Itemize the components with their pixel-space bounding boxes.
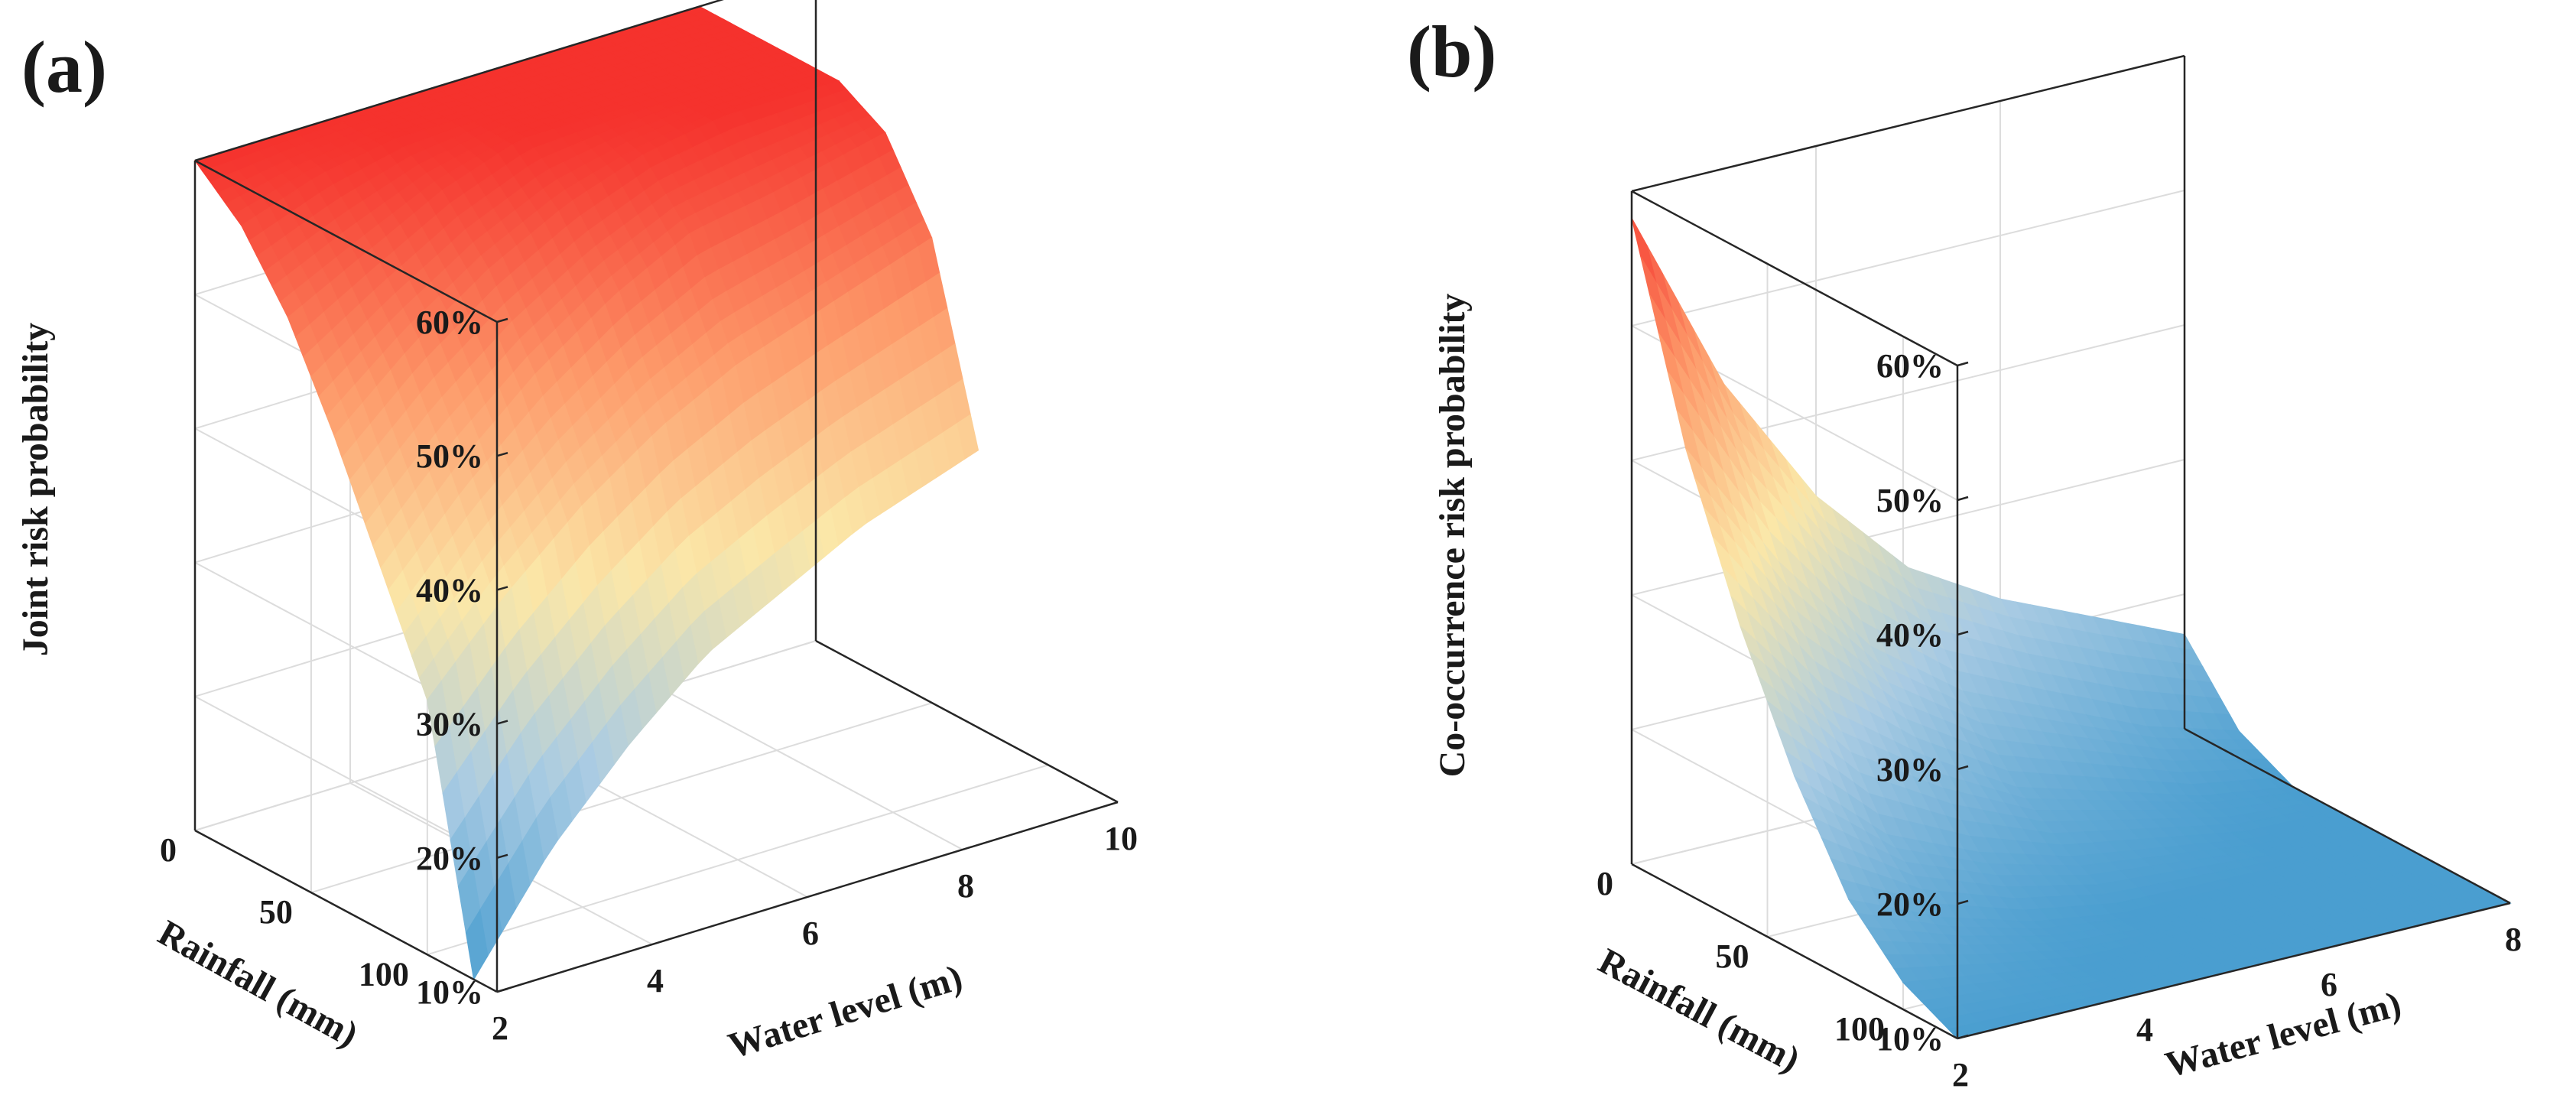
gridline-back-z — [1631, 190, 2185, 327]
z-tick-mark — [1957, 361, 1969, 367]
z-tick-label: 50% — [416, 437, 483, 475]
chart-a-y-axis-label: Rainfall (mm) — [151, 912, 365, 1055]
axis-frame-edge — [194, 159, 498, 323]
z-tick-mark — [1957, 765, 1969, 771]
chart-b-x-axis-label: Water level (m) — [2161, 983, 2405, 1085]
axis-frame-edge — [1631, 863, 1958, 1040]
x-tick-label: 8 — [957, 867, 974, 905]
y-tick-label: 50 — [1716, 938, 1749, 975]
z-tick-mark — [1957, 496, 1969, 502]
surface-patch — [465, 908, 489, 981]
z-tick-mark — [496, 720, 508, 725]
z-tick-label: 50% — [1876, 482, 1944, 519]
axis-frame-edge — [1631, 190, 1958, 367]
chart-b-z-axis-label: Co-occurrence risk probability — [1432, 294, 1473, 778]
chart-a-x-axis-label: Water level (m) — [723, 957, 966, 1067]
gridline-floor-x — [660, 687, 963, 850]
z-tick-label: 20% — [416, 840, 483, 877]
z-tick-label: 40% — [416, 571, 483, 609]
y-tick-label: 0 — [1597, 865, 1613, 902]
z-tick-mark — [496, 586, 508, 591]
chart-a: (a) 10% 20% 30% 40% 50% 60% 0 50 100 2 4 6 8 10 Joint… — [15, 0, 1138, 1067]
axis-frame-edge — [1957, 902, 2511, 1040]
axis-frame-edge — [815, 639, 1119, 804]
z-tick-label: 10% — [1876, 1020, 1944, 1058]
z-tick-label: 40% — [1876, 616, 1944, 654]
z-tick-label: 30% — [1876, 751, 1944, 788]
y-tick-label: 0 — [160, 831, 177, 869]
y-tick-label: 100 — [1834, 1010, 1885, 1048]
z-tick-label: 60% — [416, 304, 483, 341]
x-tick-label: 6 — [802, 915, 819, 952]
z-tick-mark — [1957, 630, 1969, 636]
axis-frame-edge — [194, 829, 498, 993]
chart-b-frame — [1630, 54, 2511, 1040]
chart-b-ticks: 10% 20% 30% 40% 50% 60% 0 50 100 2 4 6 8 — [1597, 347, 2522, 1094]
z-tick-label: 10% — [416, 973, 483, 1011]
x-tick-label: 4 — [647, 962, 664, 999]
z-tick-label: 30% — [416, 706, 483, 743]
z-tick-mark — [496, 451, 508, 457]
panel-label-a: (a) — [21, 26, 107, 108]
x-tick-label: 10 — [1104, 820, 1138, 857]
gridline-floor-y — [427, 764, 1049, 956]
z-tick-mark — [496, 853, 508, 860]
z-tick-label: 60% — [1876, 347, 1944, 385]
chart-b-surface — [1631, 217, 2512, 1039]
z-tick-mark — [496, 317, 508, 323]
x-tick-label: 8 — [2505, 921, 2522, 958]
y-tick-label: 50 — [259, 893, 293, 931]
y-tick-label: 100 — [359, 955, 409, 993]
z-tick-mark — [496, 987, 508, 993]
chart-a-surface — [194, 5, 979, 981]
chart-b: (b) 10% 20% 30% 40% 50% 60% 0 50 100 2 4 6 8 Co-occu… — [1407, 11, 2522, 1094]
z-tick-mark — [1957, 899, 1969, 905]
chart-a-frame — [193, 0, 1119, 993]
z-tick-mark — [1957, 1034, 1969, 1040]
surface-patch — [1631, 217, 1657, 284]
chart-a-z-axis-label: Joint risk probability — [15, 323, 56, 657]
axis-frame-edge — [2184, 727, 2511, 905]
axis-frame-edge — [496, 801, 1119, 993]
chart-a-ticks: 10% 20% 30% 40% 50% 60% 0 50 100 2 4 6 8 10 — [160, 304, 1138, 1047]
panel-label-b: (b) — [1407, 11, 1496, 93]
x-tick-label: 6 — [2321, 966, 2337, 1003]
chart-b-y-axis-label: Rainfall (mm) — [1592, 941, 1806, 1081]
x-tick-label: 4 — [2136, 1011, 2153, 1048]
x-tick-label: 2 — [492, 1009, 508, 1047]
gridline-floor-y — [310, 702, 933, 894]
gridline-left-z — [194, 695, 498, 859]
axis-frame-edge — [1631, 54, 2185, 193]
z-tick-label: 20% — [1876, 886, 1944, 923]
axis-frame-edge — [194, 0, 724, 162]
x-tick-label: 2 — [1952, 1056, 1969, 1094]
